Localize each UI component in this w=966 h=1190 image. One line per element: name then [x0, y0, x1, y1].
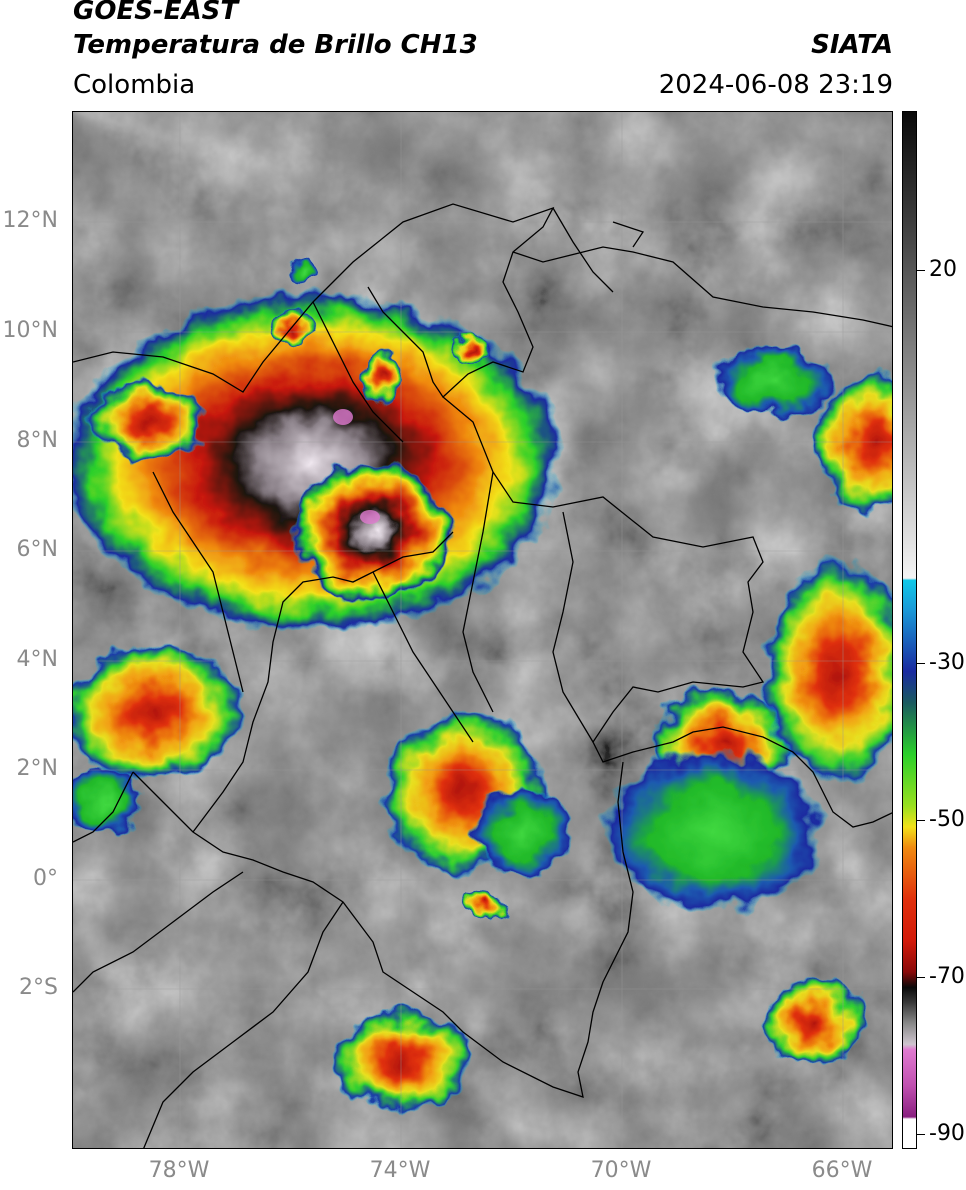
- cloud-texture: [73, 112, 892, 1148]
- datetime-label: 2024-06-08 23:19: [658, 70, 893, 100]
- region-label: Colombia: [73, 70, 196, 100]
- storm-cell-peru: [333, 1012, 473, 1112]
- storm-cell-amazonas: [763, 977, 863, 1067]
- lon-label-70w: 70°W: [590, 1158, 652, 1183]
- storm-cell-putumayo: [473, 787, 573, 877]
- storm-cell-vaupes: [603, 752, 823, 912]
- storm-core-antioquia: [293, 462, 453, 602]
- agency-label: SIATA: [811, 30, 893, 60]
- temperature-colorbar: [902, 111, 917, 1149]
- storm-cell-cesar: [363, 349, 403, 405]
- satellite-map[interactable]: [72, 111, 893, 1149]
- lon-label-66w: 66°W: [811, 1158, 873, 1183]
- storm-cell-panama: [88, 382, 208, 462]
- satellite-title: GOES-EAST: [73, 0, 239, 26]
- lat-label-8n: 8°N: [16, 428, 58, 453]
- lat-label-4n: 4°N: [16, 647, 58, 672]
- lat-label-2n: 2°N: [16, 756, 58, 781]
- colorbar-tick-minus50: [917, 820, 925, 821]
- colorbar-label-minus70: -70: [929, 964, 965, 989]
- colorbar-tick-20: [917, 270, 925, 271]
- colorbar-label-20: 20: [929, 257, 957, 282]
- lat-label-12n: 12°N: [2, 208, 58, 233]
- graticule: [73, 112, 892, 1148]
- storm-cell-small-south: [470, 891, 506, 923]
- coldest-top-magenta: [333, 409, 353, 425]
- country-borders: [73, 203, 892, 1148]
- storm-cell-pacific-south: [73, 767, 143, 837]
- colorbar-tick-minus30: [917, 663, 925, 664]
- colorbar-tick-minus90: [917, 1134, 925, 1135]
- colorbar-label-minus90: -90: [929, 1121, 965, 1146]
- lon-label-78w: 78°W: [148, 1158, 210, 1183]
- coldest-top-magenta-2: [360, 510, 380, 524]
- lat-label-0: 0°: [33, 866, 58, 891]
- lat-label-10n: 10°N: [2, 318, 58, 343]
- colorbar-label-minus30: -30: [929, 650, 965, 675]
- storm-cell-apure: [713, 347, 833, 417]
- lon-label-74w: 74°W: [369, 1158, 431, 1183]
- storm-cell-sea: [285, 260, 321, 284]
- storm-cell-pacific: [73, 642, 243, 782]
- lat-label-2s: 2°S: [19, 975, 58, 1000]
- colorbar-tick-minus70: [917, 977, 925, 978]
- lat-label-6n: 6°N: [16, 537, 58, 562]
- product-title: Temperatura de Brillo CH13: [73, 30, 478, 60]
- storm-cell-venezuela: [763, 562, 892, 782]
- colorbar-label-minus50: -50: [929, 807, 965, 832]
- storm-cell-maracaibo: [450, 335, 486, 359]
